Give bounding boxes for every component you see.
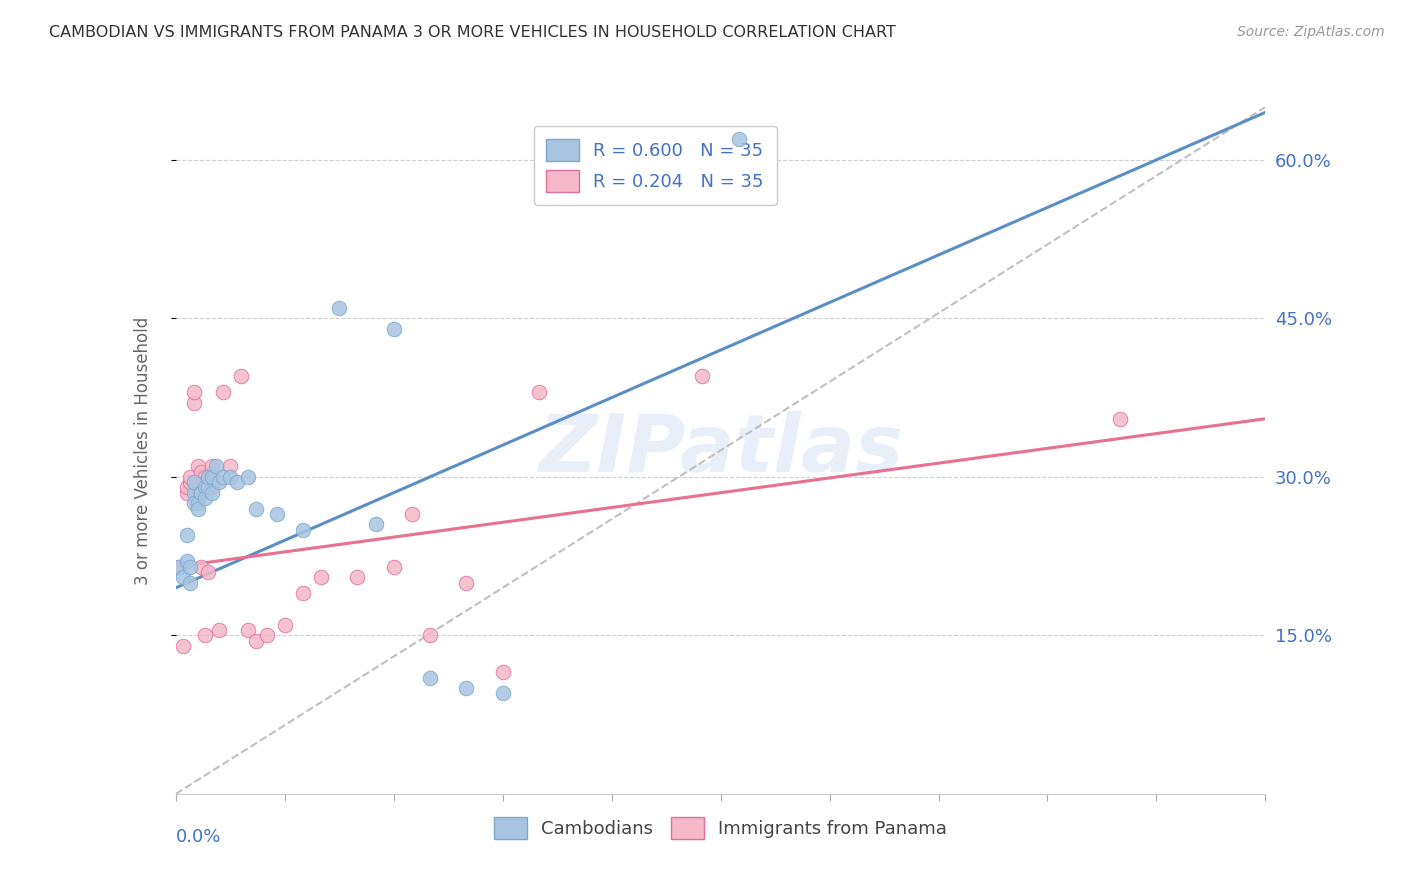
Text: Source: ZipAtlas.com: Source: ZipAtlas.com xyxy=(1237,25,1385,39)
Point xyxy=(176,480,198,494)
Point xyxy=(238,623,260,637)
Point xyxy=(190,465,212,479)
Text: CAMBODIAN VS IMMIGRANTS FROM PANAMA 3 OR MORE VEHICLES IN HOUSEHOLD CORRELATION : CAMBODIAN VS IMMIGRANTS FROM PANAMA 3 OR… xyxy=(49,25,896,40)
Point xyxy=(419,628,441,642)
Point xyxy=(201,485,224,500)
Point xyxy=(226,475,249,490)
Point xyxy=(382,559,405,574)
Point xyxy=(176,528,198,542)
Point xyxy=(382,322,405,336)
Point xyxy=(401,507,423,521)
Point xyxy=(190,485,212,500)
Point xyxy=(169,559,191,574)
Point xyxy=(245,501,267,516)
Point xyxy=(328,301,350,315)
Point xyxy=(212,385,235,400)
Point xyxy=(183,385,205,400)
Point xyxy=(492,686,515,700)
Point xyxy=(492,665,515,680)
Point xyxy=(186,501,209,516)
Point xyxy=(201,480,224,494)
Point xyxy=(201,459,224,474)
Point xyxy=(727,132,749,146)
Point xyxy=(456,575,478,590)
Point xyxy=(291,523,314,537)
Point xyxy=(274,617,297,632)
Point xyxy=(194,628,217,642)
Point xyxy=(291,586,314,600)
Point xyxy=(256,628,278,642)
Point xyxy=(197,470,219,484)
Point xyxy=(172,570,194,584)
Point xyxy=(179,559,201,574)
Point xyxy=(692,369,714,384)
Point xyxy=(179,475,201,490)
Point xyxy=(190,485,212,500)
Point xyxy=(231,369,253,384)
Point xyxy=(172,639,194,653)
Point xyxy=(186,459,209,474)
Point xyxy=(190,559,212,574)
Y-axis label: 3 or more Vehicles in Household: 3 or more Vehicles in Household xyxy=(134,317,152,584)
Point xyxy=(197,565,219,579)
Point xyxy=(204,459,226,474)
Point xyxy=(183,485,205,500)
Point xyxy=(183,496,205,510)
Point xyxy=(179,470,201,484)
Point xyxy=(212,470,235,484)
Point xyxy=(194,470,217,484)
Point xyxy=(309,570,332,584)
Point xyxy=(201,470,224,484)
Point xyxy=(194,480,217,494)
Point xyxy=(245,633,267,648)
Point xyxy=(194,491,217,505)
Point xyxy=(1109,411,1132,425)
Point xyxy=(186,496,209,510)
Point xyxy=(456,681,478,696)
Point xyxy=(238,470,260,484)
Point xyxy=(169,559,191,574)
Point xyxy=(176,485,198,500)
Point xyxy=(183,475,205,490)
Text: 0.0%: 0.0% xyxy=(176,828,221,847)
Point xyxy=(197,480,219,494)
Point xyxy=(219,459,242,474)
Point xyxy=(346,570,368,584)
Point xyxy=(179,575,201,590)
Point xyxy=(364,517,387,532)
Point xyxy=(183,396,205,410)
Legend: Cambodians, Immigrants from Panama: Cambodians, Immigrants from Panama xyxy=(486,810,955,847)
Point xyxy=(219,470,242,484)
Text: ZIPatlas: ZIPatlas xyxy=(538,411,903,490)
Point xyxy=(419,671,441,685)
Point xyxy=(208,623,231,637)
Point xyxy=(266,507,288,521)
Point xyxy=(176,554,198,568)
Point xyxy=(527,385,550,400)
Point xyxy=(208,475,231,490)
